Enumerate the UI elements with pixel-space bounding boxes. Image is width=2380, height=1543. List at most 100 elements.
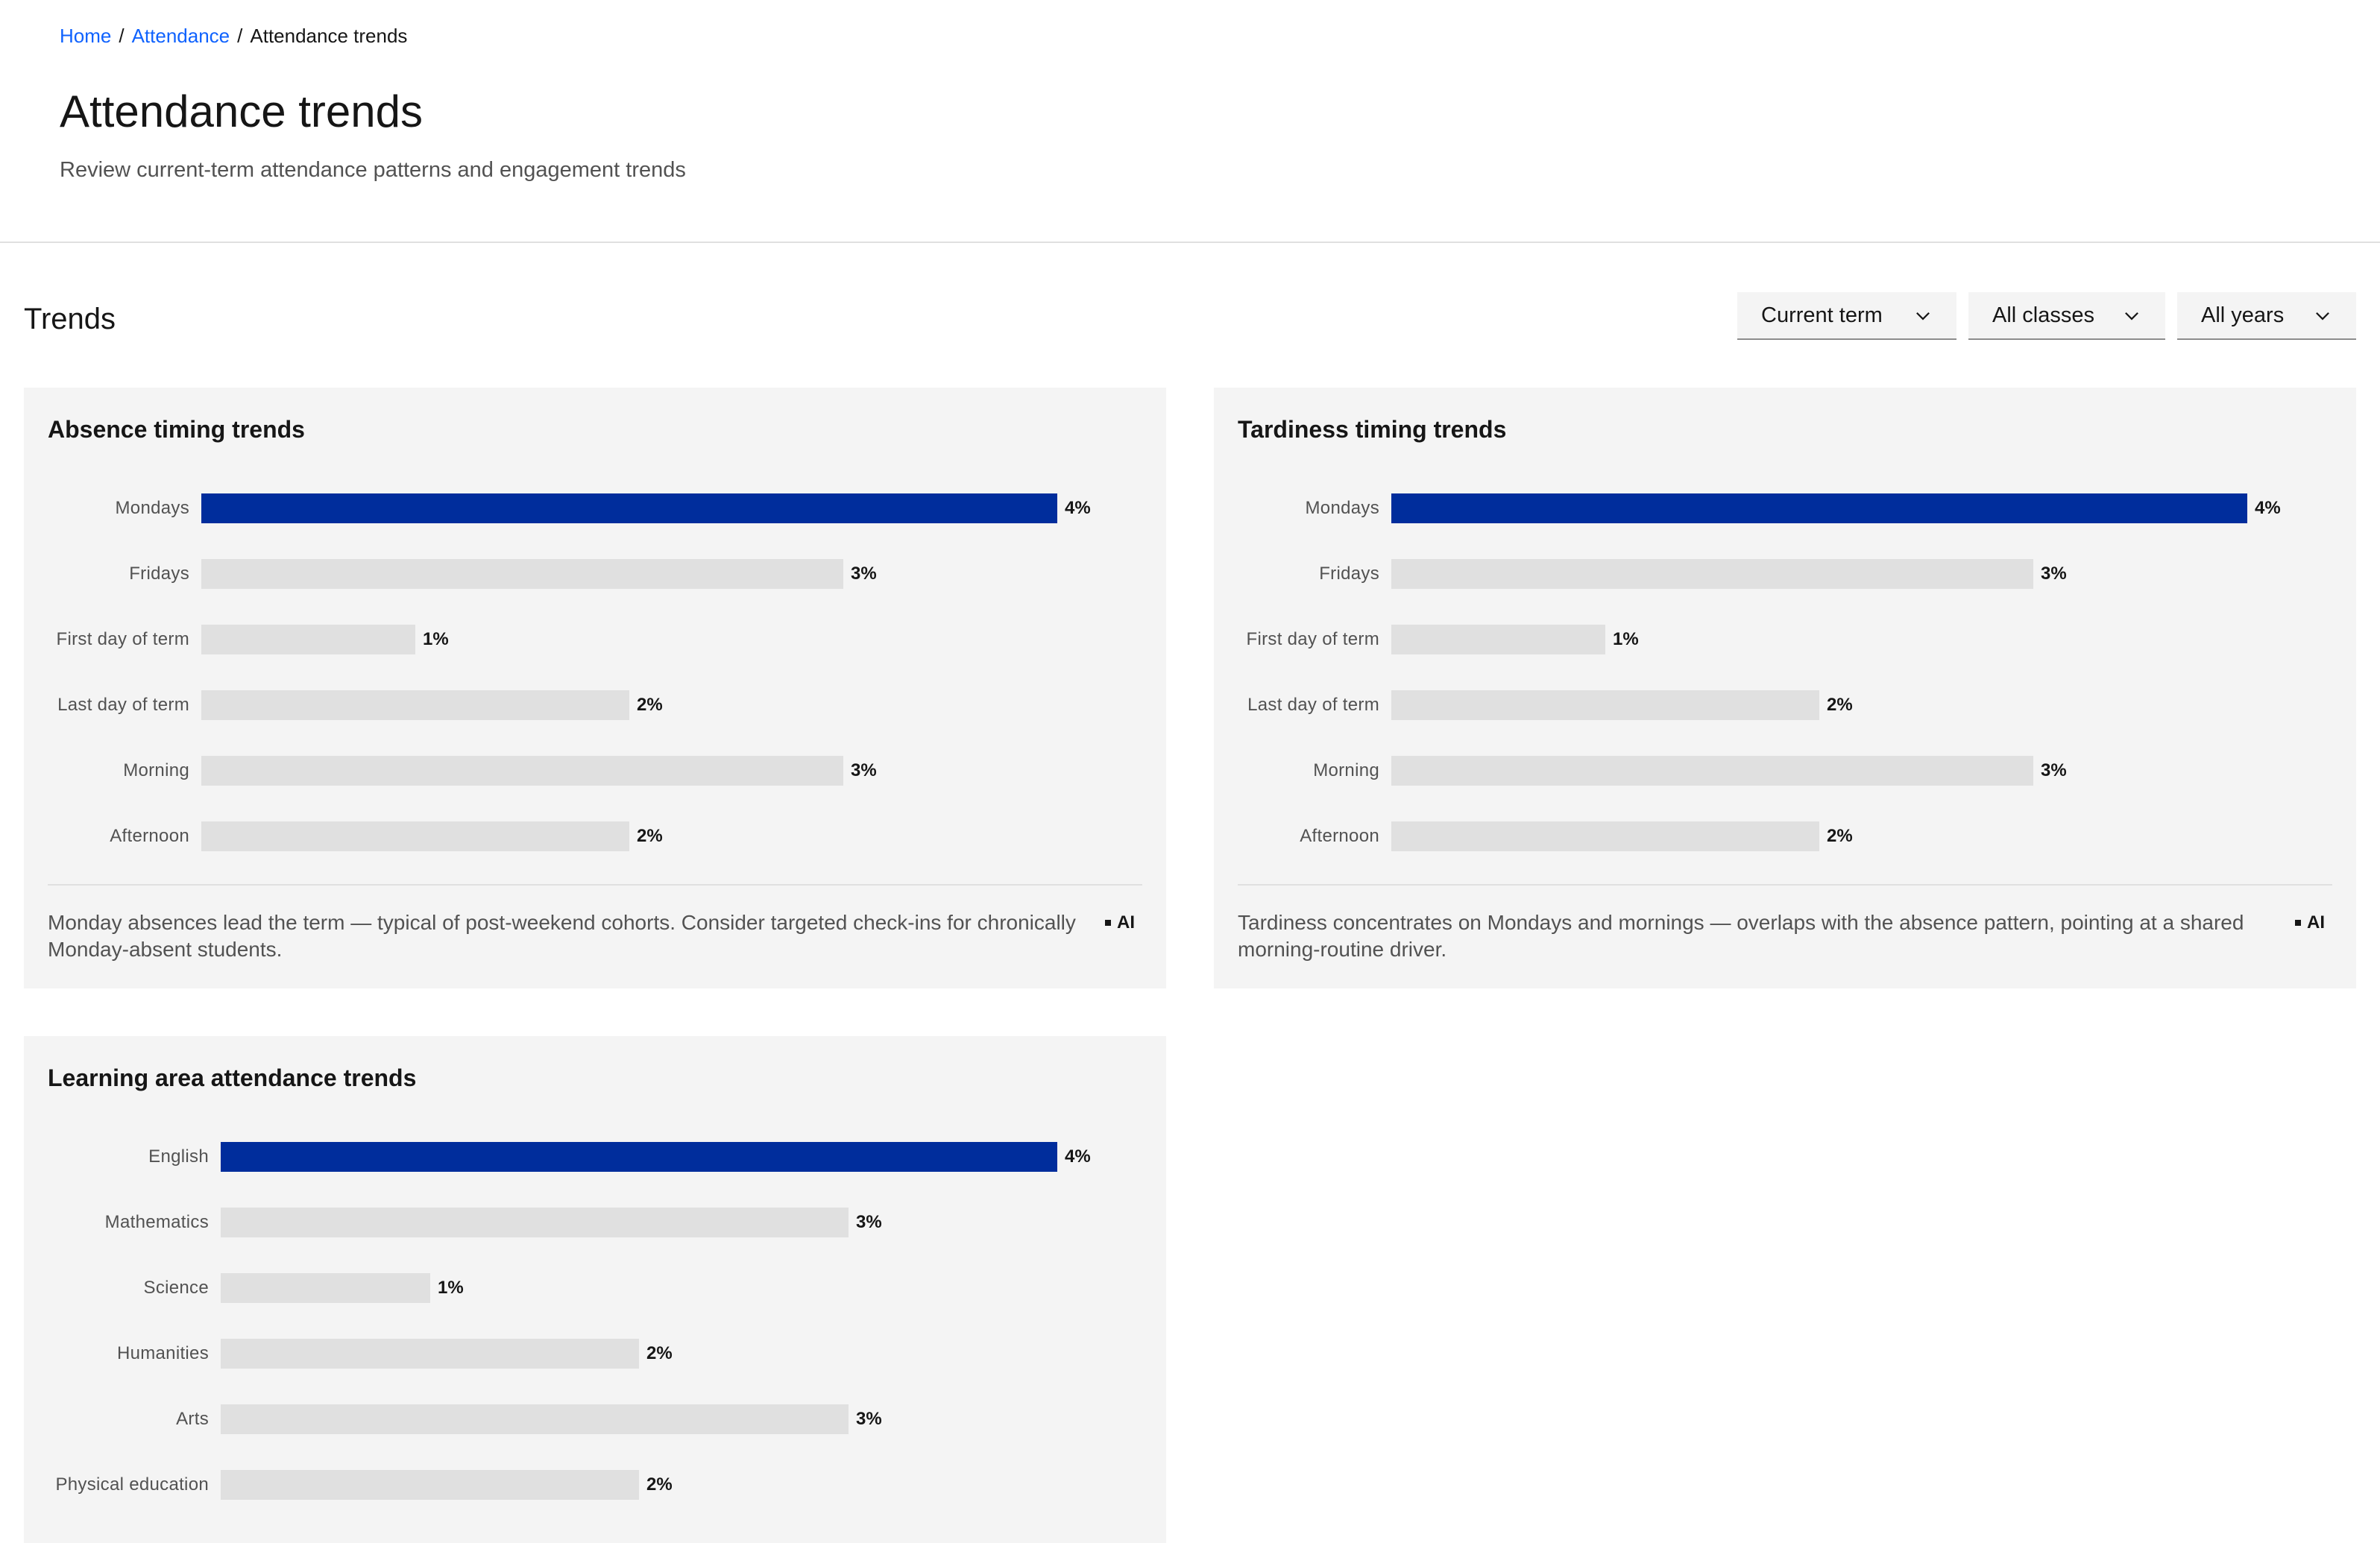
bar-row: Arts 3% bbox=[48, 1404, 1142, 1434]
bar-track bbox=[221, 1404, 1057, 1434]
bar-category-label: Afternoon bbox=[1300, 826, 1379, 846]
card-title: Absence timing trends bbox=[48, 416, 305, 443]
breadcrumb-separator: / bbox=[237, 25, 243, 47]
breadcrumb-link-attendance[interactable]: Attendance bbox=[131, 25, 230, 47]
bar-value-label: 2% bbox=[637, 695, 663, 715]
bar bbox=[201, 690, 629, 720]
bar-value-label: 1% bbox=[1613, 629, 1639, 649]
bar-category-label: Physical education bbox=[55, 1474, 209, 1495]
bar-value-label: 4% bbox=[1065, 1146, 1091, 1167]
breadcrumb-link-home[interactable]: Home bbox=[60, 25, 112, 47]
section-title-trends: Trends bbox=[24, 303, 116, 335]
filter-bar: Current term All classes All years bbox=[1737, 292, 2356, 340]
bar-category-label: Science bbox=[143, 1278, 209, 1298]
page-subtitle: Review current-term attendance patterns … bbox=[60, 158, 686, 182]
bar bbox=[221, 1470, 639, 1500]
bar-row: Last day of term 2% bbox=[48, 690, 1142, 720]
bar-value-label: 2% bbox=[637, 826, 663, 846]
bar-category-label: English bbox=[148, 1146, 209, 1167]
bar-track bbox=[221, 1208, 1057, 1237]
bar-row: First day of term 1% bbox=[48, 625, 1142, 654]
breadcrumb: Home / Attendance / Attendance trends bbox=[60, 24, 407, 48]
bar bbox=[1391, 559, 2033, 589]
bar bbox=[1391, 625, 1605, 654]
bar-value-label: 1% bbox=[423, 629, 449, 649]
page-title: Attendance trends bbox=[60, 86, 424, 136]
bar-row: First day of term 1% bbox=[1238, 625, 2332, 654]
bar-track bbox=[221, 1273, 1057, 1303]
bar bbox=[221, 1208, 849, 1237]
classes-dropdown[interactable]: All classes bbox=[1968, 292, 2165, 340]
bar-category-label: First day of term bbox=[56, 629, 189, 649]
ai-badge-label: AI bbox=[2307, 912, 2325, 933]
learning-area-bar-chart: English 4% Mathematics 3% Science 1% Humanitie… bbox=[48, 1142, 1142, 1536]
term-dropdown[interactable]: Current term bbox=[1737, 292, 1956, 340]
bar-category-label: Mathematics bbox=[104, 1212, 209, 1232]
learning-area-card: Learning area attendance trends English 4… bbox=[24, 1036, 1166, 1543]
bar-category-label: Morning bbox=[1313, 760, 1379, 780]
bar-value-label: 4% bbox=[2255, 498, 2281, 518]
bar-row: English 4% bbox=[48, 1142, 1142, 1172]
chevron-down-icon bbox=[2316, 312, 2329, 321]
bar-track bbox=[201, 559, 1057, 589]
ai-insight-text: Tardiness concentrates on Mondays and mo… bbox=[1238, 911, 2244, 961]
bar-track bbox=[1391, 625, 2247, 654]
bar-value-label: 3% bbox=[856, 1409, 882, 1429]
bar-value-label: 4% bbox=[1065, 498, 1091, 518]
bar-row: Fridays 3% bbox=[48, 559, 1142, 589]
bar-row: Mathematics 3% bbox=[48, 1208, 1142, 1237]
chevron-down-icon bbox=[1916, 312, 1930, 321]
bar-category-label: Morning bbox=[123, 760, 189, 780]
card-title: Tardiness timing trends bbox=[1238, 416, 1507, 443]
chevron-down-icon bbox=[2125, 312, 2138, 321]
ai-badge: AI bbox=[1105, 912, 1135, 933]
bar bbox=[221, 1142, 1057, 1172]
bar-category-label: First day of term bbox=[1246, 629, 1379, 649]
breadcrumb-current: Attendance trends bbox=[250, 25, 408, 47]
absence-timing-card: Absence timing trends Mondays 4% Fridays 3%… bbox=[24, 388, 1166, 988]
bar-row: Physical education 2% bbox=[48, 1470, 1142, 1500]
bar-row: Mondays 4% bbox=[1238, 493, 2332, 523]
bar-category-label: Last day of term bbox=[1247, 695, 1379, 715]
bar-track bbox=[1391, 821, 2247, 851]
bar-value-label: 2% bbox=[646, 1474, 673, 1495]
bar-value-label: 1% bbox=[438, 1278, 464, 1298]
page-header: Home / Attendance / Attendance trends Attend… bbox=[0, 0, 2380, 243]
ai-badge-dot bbox=[2295, 920, 2301, 926]
years-dropdown[interactable]: All years bbox=[2177, 292, 2356, 340]
bar bbox=[201, 559, 843, 589]
bar-category-label: Arts bbox=[176, 1409, 209, 1429]
bar-track bbox=[201, 493, 1057, 523]
bar-row: Mondays 4% bbox=[48, 493, 1142, 523]
card-divider bbox=[48, 884, 1142, 886]
bar bbox=[221, 1339, 639, 1369]
bar-category-label: Fridays bbox=[129, 564, 189, 584]
bar-value-label: 3% bbox=[2041, 760, 2067, 780]
bar-row: Morning 3% bbox=[48, 756, 1142, 786]
bar-row: Last day of term 2% bbox=[1238, 690, 2332, 720]
years-dropdown-label: All years bbox=[2201, 303, 2285, 327]
bar-row: Afternoon 2% bbox=[48, 821, 1142, 851]
bar-value-label: 2% bbox=[1827, 826, 1853, 846]
bar-value-label: 2% bbox=[1827, 695, 1853, 715]
tardiness-timing-card: Tardiness timing trends Mondays 4% Fridays… bbox=[1214, 388, 2356, 988]
bar-category-label: Afternoon bbox=[110, 826, 189, 846]
bar bbox=[1391, 690, 1819, 720]
card-divider bbox=[1238, 884, 2332, 886]
bar-track bbox=[221, 1142, 1057, 1172]
bar-track bbox=[1391, 493, 2247, 523]
breadcrumb-separator: / bbox=[119, 25, 125, 47]
bar-value-label: 3% bbox=[856, 1212, 882, 1232]
bar-track bbox=[1391, 756, 2247, 786]
bar-value-label: 3% bbox=[2041, 564, 2067, 584]
bar-category-label: Fridays bbox=[1319, 564, 1379, 584]
ai-insight-text: Monday absences lead the term — typical … bbox=[48, 911, 1076, 961]
ai-badge-label: AI bbox=[1117, 912, 1135, 933]
bar-track bbox=[201, 690, 1057, 720]
bar-track bbox=[1391, 690, 2247, 720]
bar bbox=[201, 756, 843, 786]
bar-category-label: Mondays bbox=[1305, 498, 1379, 518]
ai-badge: AI bbox=[2295, 912, 2325, 933]
bar-value-label: 3% bbox=[851, 564, 877, 584]
tardiness-bar-chart: Mondays 4% Fridays 3% First day of term 1% Las… bbox=[1238, 493, 2332, 887]
